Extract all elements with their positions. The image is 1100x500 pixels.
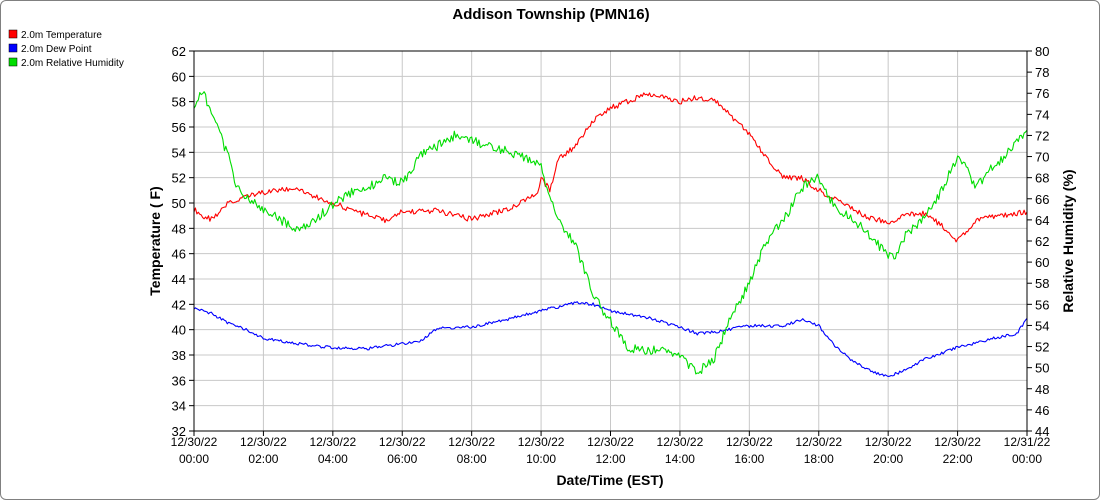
legend-swatch-temperature — [8, 29, 18, 39]
y-left-tick-label: 40 — [172, 323, 186, 338]
y-right-tick-label: 66 — [1035, 192, 1049, 207]
y-left-tick-label: 34 — [172, 399, 186, 414]
y-right-tick-label: 58 — [1035, 276, 1049, 291]
y-left-tick-label: 36 — [172, 373, 186, 388]
legend-label-dew-point: 2.0m Dew Point — [21, 44, 92, 55]
ticks-layer: 32 34 36 38 40 42 44 46 48 50 52 54 56 58 60 62 44 46 48 50… — [171, 44, 1051, 466]
x-tick-date-label: 12/30/22 — [309, 435, 356, 449]
x-tick-date-label: 12/30/22 — [240, 435, 287, 449]
y-left-tick-label: 56 — [172, 120, 186, 135]
y-right-tick-label: 62 — [1035, 234, 1049, 249]
y-left-tick-label: 62 — [172, 44, 186, 59]
x-tick-date-label: 12/30/22 — [795, 435, 842, 449]
x-tick-time-label: 00:00 — [179, 452, 209, 466]
x-tick-time-label: 14:00 — [665, 452, 695, 466]
x-tick-date-label: 12/30/22 — [657, 435, 704, 449]
x-tick-time-label: 22:00 — [943, 452, 973, 466]
legend-swatch-dew-point — [8, 43, 18, 53]
y-left-tick-label: 52 — [172, 171, 186, 186]
x-tick-date-label: 12/30/22 — [518, 435, 565, 449]
x-tick-time-label: 20:00 — [873, 452, 903, 466]
grid-layer — [193, 50, 1028, 432]
y-left-tick-label: 38 — [172, 348, 186, 363]
x-tick-date-label: 12/30/22 — [865, 435, 912, 449]
x-tick-date-label: 12/30/22 — [379, 435, 426, 449]
x-tick-time-label: 08:00 — [457, 452, 487, 466]
x-tick-date-label: 12/30/22 — [934, 435, 981, 449]
y-left-tick-label: 48 — [172, 221, 186, 236]
y-right-tick-label: 60 — [1035, 255, 1049, 270]
x-tick-time-label: 12:00 — [595, 452, 625, 466]
y-left-tick-label: 50 — [172, 196, 186, 211]
x-axis-title: Date/Time (EST) — [556, 472, 663, 488]
y-right-tick-label: 76 — [1035, 86, 1049, 101]
dew-point-line — [193, 301, 1028, 378]
y-axis-left-title: Temperature ( F) — [147, 186, 163, 295]
y-right-tick-label: 48 — [1035, 382, 1049, 397]
legend: 2.0m Temperature 2.0m Dew Point 2.0m Rel… — [8, 29, 124, 69]
x-tick-date-label: 12/31/22 — [1004, 435, 1051, 449]
y-right-tick-label: 72 — [1035, 128, 1049, 143]
y-right-tick-label: 68 — [1035, 171, 1049, 186]
y-left-tick-label: 44 — [172, 272, 186, 287]
temperature-line — [193, 92, 1028, 243]
relative-humidity-line — [193, 91, 1028, 375]
x-tick-time-label: 06:00 — [387, 452, 417, 466]
y-left-tick-label: 42 — [172, 297, 186, 312]
y-left-tick-label: 60 — [172, 69, 186, 84]
y-left-tick-label: 46 — [172, 247, 186, 262]
y-left-tick-label: 54 — [172, 145, 186, 160]
legend-label-relative-humidity: 2.0m Relative Humidity — [21, 58, 124, 69]
x-tick-date-label: 12/30/22 — [726, 435, 773, 449]
x-tick-date-label: 12/30/22 — [171, 435, 218, 449]
legend-label-temperature: 2.0m Temperature — [21, 30, 102, 41]
y-right-tick-label: 52 — [1035, 340, 1049, 355]
y-right-tick-label: 70 — [1035, 150, 1049, 165]
y-left-tick-label: 58 — [172, 95, 186, 110]
x-tick-date-label: 12/30/22 — [587, 435, 634, 449]
x-tick-time-label: 00:00 — [1012, 452, 1042, 466]
y-right-tick-label: 80 — [1035, 44, 1049, 59]
y-right-tick-label: 44 — [1035, 424, 1049, 439]
x-tick-time-label: 16:00 — [734, 452, 764, 466]
y-right-tick-label: 64 — [1035, 213, 1049, 228]
y-right-tick-label: 74 — [1035, 107, 1049, 122]
x-tick-time-label: 18:00 — [804, 452, 834, 466]
y-right-tick-label: 46 — [1035, 403, 1049, 418]
x-tick-time-label: 04:00 — [318, 452, 348, 466]
y-right-tick-label: 50 — [1035, 361, 1049, 376]
y-left-tick-label: 32 — [172, 424, 186, 439]
series-layer — [193, 91, 1028, 378]
y-right-tick-label: 54 — [1035, 318, 1049, 333]
legend-swatch-relative-humidity — [8, 57, 18, 67]
x-tick-date-label: 12/30/22 — [448, 435, 495, 449]
y-axis-right-title: Relative Humidity (%) — [1060, 169, 1076, 312]
chart-title: Addison Township (PMN16) — [452, 6, 649, 23]
x-tick-time-label: 02:00 — [248, 452, 278, 466]
y-right-tick-label: 56 — [1035, 297, 1049, 312]
x-tick-time-label: 10:00 — [526, 452, 556, 466]
y-right-tick-label: 78 — [1035, 65, 1049, 80]
